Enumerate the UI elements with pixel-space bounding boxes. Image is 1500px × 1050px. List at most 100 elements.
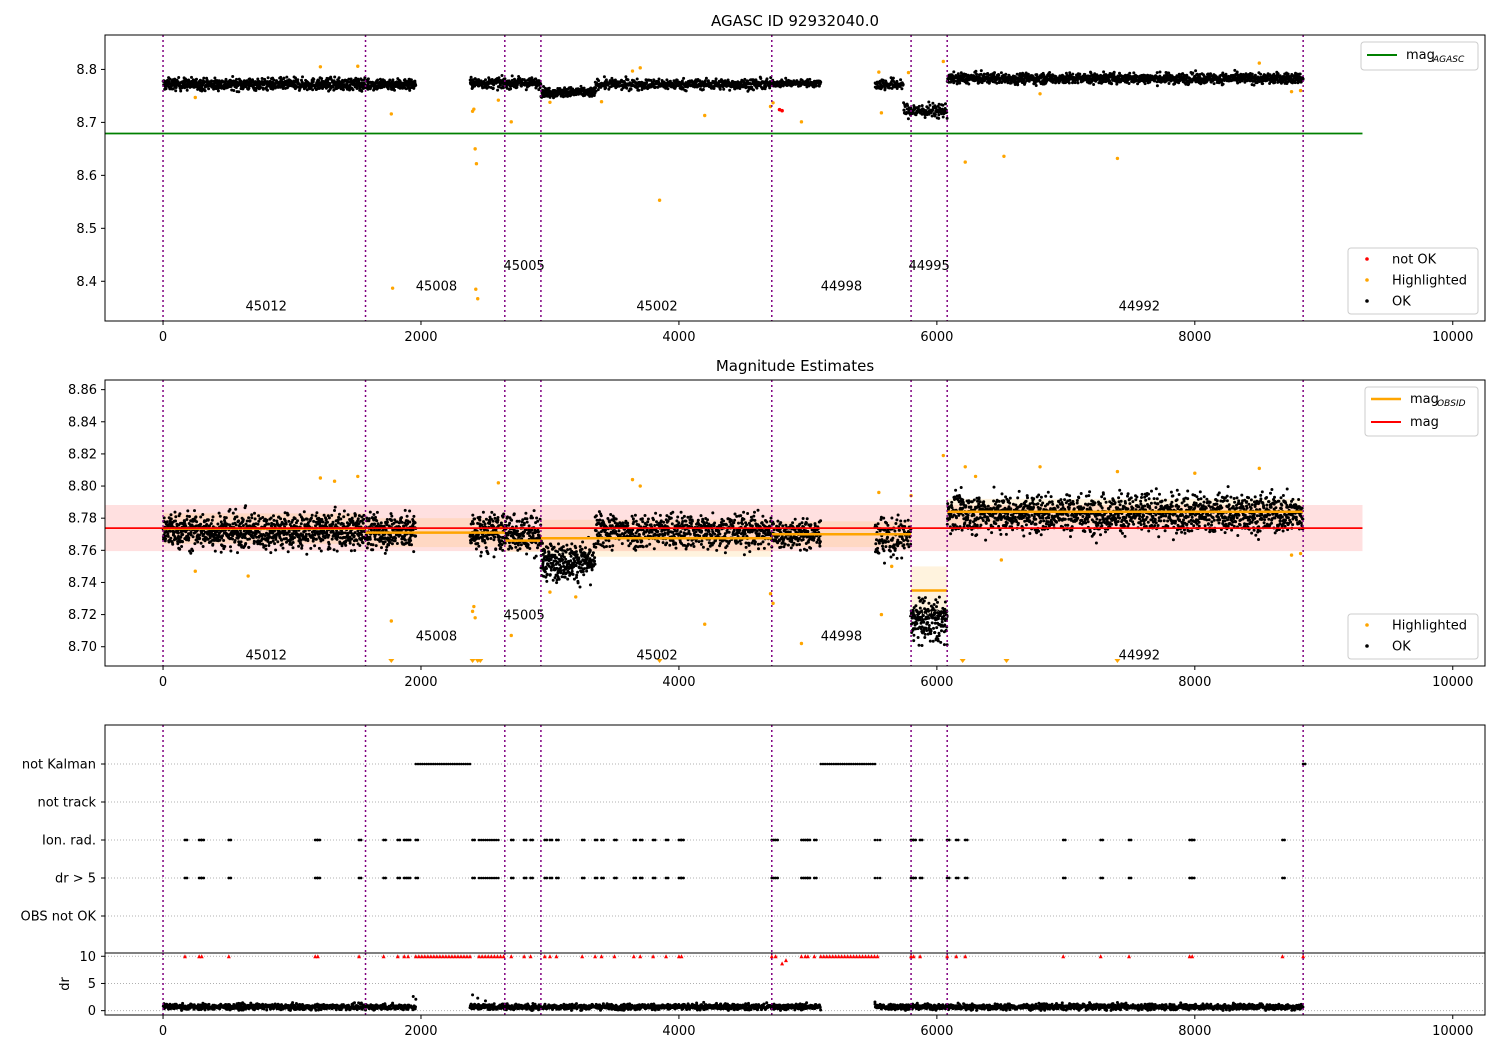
ok-point	[343, 531, 347, 535]
ok-point	[162, 516, 166, 520]
ok-point	[1155, 84, 1159, 88]
ok-point	[337, 515, 341, 519]
ok-point	[1073, 81, 1077, 85]
ok-point	[298, 536, 302, 540]
ok-point	[414, 83, 418, 87]
ok-point	[312, 77, 316, 81]
highlighted-point	[1298, 88, 1303, 93]
ok-point	[1276, 72, 1280, 76]
ok-point	[360, 515, 364, 519]
ok-point	[314, 524, 317, 528]
ok-point	[248, 537, 251, 541]
highlighted-point	[472, 107, 476, 111]
ok-point	[518, 77, 522, 80]
ok-point	[333, 505, 337, 509]
ok-point	[305, 552, 309, 556]
ok-point	[282, 76, 286, 80]
ok-point	[653, 85, 657, 89]
ok-point	[357, 522, 361, 526]
ok-point	[185, 88, 189, 92]
ok-point	[344, 539, 348, 543]
ok-point	[346, 513, 350, 517]
ok-point	[185, 518, 189, 521]
ok-point	[902, 108, 906, 112]
ok-point	[513, 77, 516, 81]
ok-point	[1191, 71, 1195, 75]
ok-point	[247, 516, 251, 520]
ok-point	[1252, 83, 1256, 87]
ok-point	[314, 537, 318, 541]
ok-point	[941, 115, 945, 119]
ok-point	[317, 532, 321, 536]
ok-point	[342, 509, 346, 513]
ok-point	[271, 87, 275, 91]
ok-point	[1112, 70, 1116, 74]
ok-point	[340, 529, 343, 533]
ok-point	[336, 521, 340, 525]
ok-point	[937, 113, 941, 117]
ok-point	[768, 86, 772, 90]
highlighted-point	[1257, 61, 1261, 65]
ok-point	[273, 542, 277, 546]
ok-point	[1261, 82, 1265, 86]
ok-point	[272, 78, 276, 82]
ok-point	[374, 515, 377, 519]
ok-point	[178, 512, 182, 516]
highlighted-point	[193, 95, 197, 100]
ok-point	[1212, 82, 1216, 86]
ok-point	[349, 549, 353, 553]
ok-point	[177, 534, 180, 538]
ok-point	[1000, 81, 1004, 84]
ok-point	[306, 539, 310, 543]
ok-point	[1033, 81, 1037, 85]
ok-point	[1068, 71, 1072, 75]
ok-point	[1128, 71, 1132, 75]
ok-point	[206, 518, 210, 522]
ok-point	[746, 79, 750, 83]
ok-point	[315, 511, 319, 515]
ok-point	[164, 87, 168, 91]
ok-point	[256, 522, 260, 526]
y-tick-label: 8.6	[76, 169, 97, 184]
ok-point	[229, 549, 233, 553]
highlighted-point	[389, 112, 394, 116]
ok-point	[1202, 74, 1206, 78]
ok-point	[368, 537, 372, 541]
ok-point	[168, 77, 172, 81]
ok-point	[637, 88, 641, 92]
ok-point	[247, 545, 251, 549]
ok-point	[888, 86, 892, 90]
ok-point	[356, 517, 360, 521]
ok-point	[338, 512, 341, 516]
y-tick-label: 8.4	[76, 275, 97, 290]
ok-point	[891, 76, 895, 80]
obsid-label: 45002	[636, 299, 677, 314]
ok-point	[566, 94, 570, 98]
ok-point	[291, 541, 295, 544]
legend-label: not OK	[1392, 253, 1437, 268]
ok-point	[316, 530, 320, 534]
ok-point	[1090, 79, 1094, 83]
ok-point	[1268, 73, 1272, 77]
highlighted-point	[390, 286, 395, 290]
ok-point	[264, 547, 268, 551]
ok-point	[1004, 72, 1008, 76]
ok-point	[324, 518, 328, 521]
ok-point	[503, 77, 507, 81]
ok-point	[176, 531, 180, 535]
ok-point	[266, 80, 270, 84]
ok-point	[279, 523, 283, 527]
ok-point	[376, 78, 380, 82]
ok-point	[1181, 72, 1185, 76]
ok-point	[997, 73, 1001, 77]
ok-point	[371, 548, 375, 552]
ok-point	[722, 87, 726, 91]
ok-point	[625, 86, 629, 90]
ok-point	[304, 532, 308, 536]
ok-point	[1088, 74, 1092, 78]
ok-point	[301, 533, 305, 537]
ok-point	[602, 75, 606, 79]
ok-point	[362, 513, 366, 517]
highlighted-point	[473, 147, 477, 151]
highlighted-point	[657, 198, 662, 202]
